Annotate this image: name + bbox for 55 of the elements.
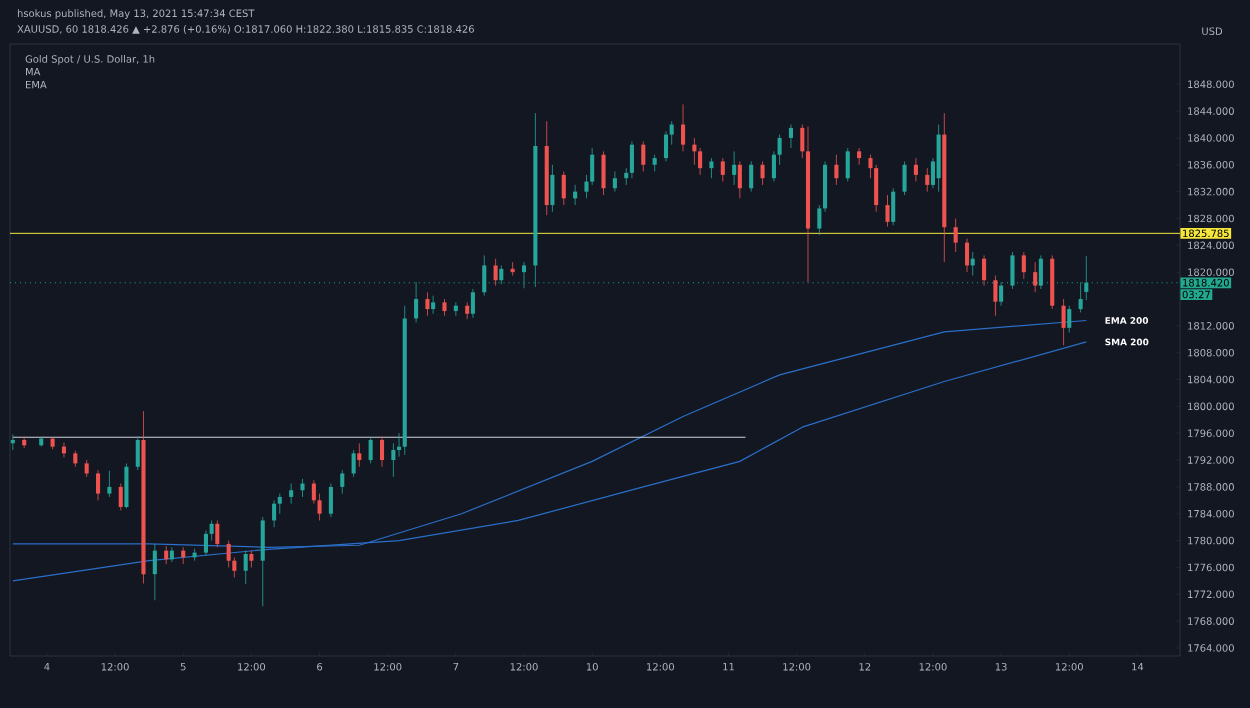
candlestick: [902, 161, 907, 196]
candlestick: [936, 124, 941, 193]
candlestick: [340, 469, 345, 495]
candlestick: [328, 483, 333, 518]
candlestick: [845, 147, 850, 182]
candlestick: [629, 140, 634, 179]
candlestick: [379, 436, 385, 468]
candlestick: [964, 238, 970, 273]
candlestick: [124, 463, 129, 509]
candlestick: [925, 167, 930, 193]
candlestick: [834, 154, 839, 186]
candlestick: [357, 442, 362, 468]
candlestick: [681, 104, 686, 152]
candlestick: [470, 288, 475, 319]
candlestick: [732, 150, 737, 186]
candlestick: [1061, 298, 1066, 346]
candlestick: [272, 499, 277, 528]
candlestick: [857, 147, 862, 166]
candlestick: [612, 171, 617, 193]
candlestick: [601, 150, 606, 196]
candlestick: [561, 171, 566, 206]
candlestick: [891, 187, 896, 226]
candlestick: [95, 469, 101, 501]
candlestick: [453, 301, 458, 317]
candlestick: [425, 291, 430, 317]
candlestick: [993, 275, 998, 317]
candlestick: [152, 543, 157, 601]
candlestick: [300, 478, 305, 498]
candlestick: [788, 124, 793, 149]
candlestick: [431, 295, 436, 315]
candlestick: [1050, 254, 1055, 310]
candlestick: [368, 436, 373, 464]
candlestick: [709, 157, 714, 179]
candlestick: [351, 449, 356, 478]
candlestick: [215, 520, 220, 548]
candlestick: [289, 483, 294, 505]
candlestick: [1021, 251, 1026, 280]
candlestick: [760, 161, 765, 186]
candlestick: [885, 194, 890, 227]
candlestick: [550, 164, 555, 213]
candlestick: [260, 516, 265, 607]
candlestick: [493, 258, 498, 286]
candlestick: [107, 470, 112, 498]
candlestick: [737, 161, 742, 199]
candlestick: [913, 157, 918, 182]
candlestick: [118, 483, 123, 511]
candlestick: [749, 161, 754, 193]
candlestick: [1033, 261, 1038, 293]
candlestick: [135, 436, 140, 471]
candlestick: [641, 140, 646, 172]
candlestick: [720, 157, 725, 182]
candlestick: [243, 550, 248, 585]
candlestick: [982, 254, 987, 286]
candlestick: [1067, 305, 1072, 333]
candlestick: [953, 218, 958, 253]
